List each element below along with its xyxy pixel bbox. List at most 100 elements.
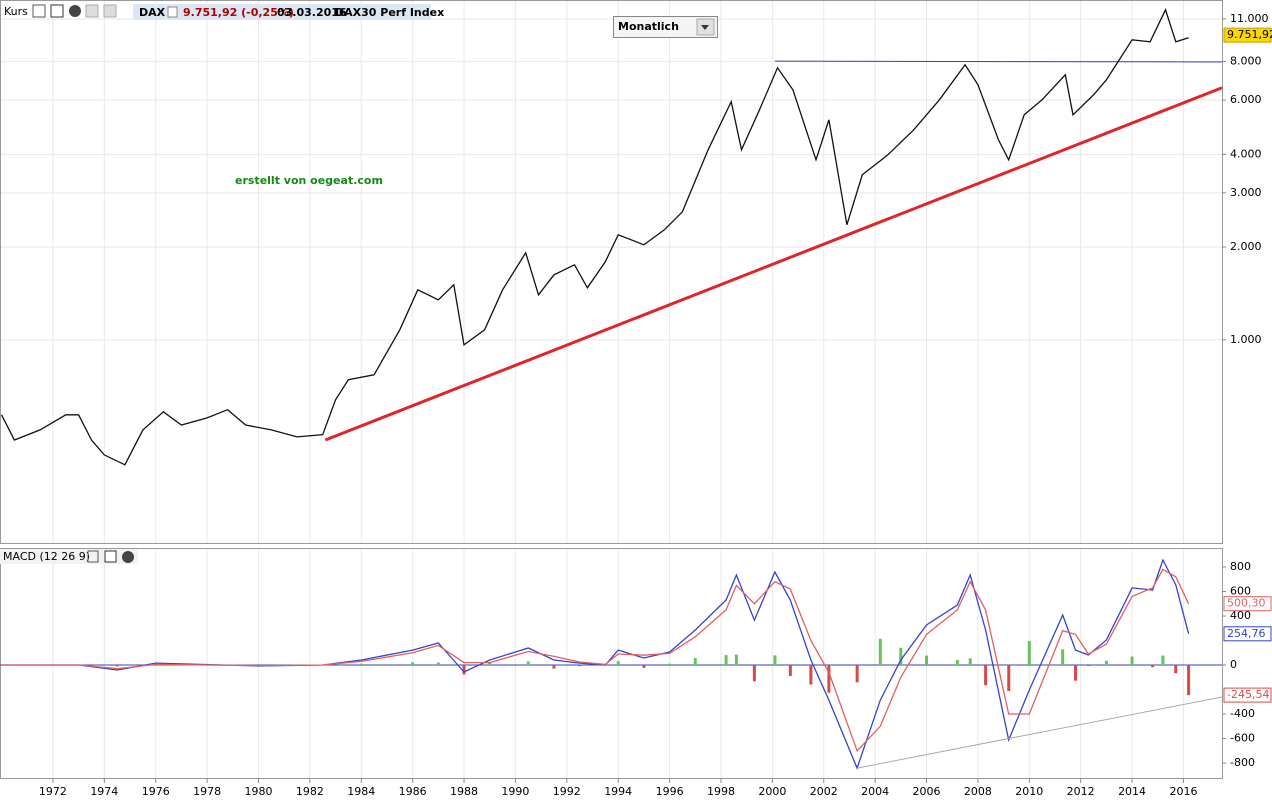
x-tick-label: 2000 [758, 785, 786, 798]
quote-box [133, 4, 431, 20]
x-tick-label: 1976 [142, 785, 170, 798]
x-tick-label: 1974 [90, 785, 118, 798]
x-tick-label: 1972 [39, 785, 67, 798]
x-tick-label: 2004 [861, 785, 889, 798]
x-tick-label: 1994 [604, 785, 632, 798]
histogram-bar [1161, 655, 1165, 666]
histogram-bar [668, 663, 672, 666]
y-tick-label: -600 [1230, 732, 1255, 745]
annotation: erstellt von oegeat.com [235, 174, 383, 187]
series-line [0, 8, 1189, 466]
histogram-bar [578, 665, 582, 667]
trend-line [857, 696, 1223, 769]
macd-toolbar: MACD (12 26 9) [0, 549, 138, 564]
histogram-bar [1027, 641, 1031, 666]
macd-panel-border [0, 548, 1223, 779]
histogram-bar [411, 662, 415, 666]
x-tick-label: 2014 [1118, 785, 1146, 798]
x-tick-label: 1990 [501, 785, 529, 798]
x-tick-label: 1978 [193, 785, 221, 798]
y-tick-label: 4.000 [1230, 147, 1262, 160]
index-name: DAX30 Perf Index [335, 6, 444, 19]
histogram-bar [1086, 665, 1090, 667]
x-tick-label: 1992 [553, 785, 581, 798]
series-line [1, 558, 1190, 770]
x-tick-label: 1984 [347, 785, 375, 798]
x-tick-label: 1982 [296, 785, 324, 798]
plot-layer [0, 8, 1223, 770]
histogram-bar [616, 661, 620, 666]
histogram-bar [1174, 665, 1178, 674]
histogram-bar [827, 665, 831, 693]
y-tick-label: -400 [1230, 707, 1255, 720]
value-marker-label: 9.751,92 [1227, 28, 1272, 41]
up-icon[interactable] [85, 4, 99, 18]
window-icon[interactable] [50, 4, 64, 18]
histogram-bar [788, 665, 792, 676]
date: 03.03.2016 [277, 6, 347, 19]
window-icon[interactable] [104, 550, 117, 563]
x-tick-label: 1988 [450, 785, 478, 798]
y-tick-label: 8.000 [1230, 55, 1262, 68]
value-marker-label: 500,30 [1227, 597, 1266, 610]
histogram-bar [1104, 660, 1108, 666]
y-tick-label: 11.000 [1230, 12, 1269, 25]
x-tick-label: 2002 [810, 785, 838, 798]
y-tick-label: 1.000 [1230, 333, 1262, 346]
value-marker-label: -245,54 [1227, 688, 1269, 701]
toolbar: Kurs DAX 9.751,92 (-0,25%) 03.03.2016 DA… [4, 4, 444, 20]
x-tick-label: 1998 [707, 785, 735, 798]
macd-title: MACD (12 26 9) [3, 550, 90, 563]
info-icon[interactable] [167, 6, 178, 18]
x-tick-label: 2006 [913, 785, 941, 798]
grid-layer [0, 0, 1222, 778]
close-icon[interactable] [69, 5, 81, 17]
histogram-bar [693, 658, 697, 666]
close-icon[interactable] [122, 551, 134, 563]
down-icon[interactable] [103, 4, 117, 18]
trend-line [774, 60, 1223, 63]
y-tick-label: -800 [1230, 756, 1255, 769]
histogram-bar [809, 665, 813, 685]
symbol: DAX [139, 6, 166, 19]
value-marker [1223, 596, 1272, 612]
x-tick-label: 1980 [244, 785, 272, 798]
x-tick-label: 2008 [964, 785, 992, 798]
x-tick-label: 2012 [1067, 785, 1095, 798]
histogram-bar [1074, 665, 1078, 681]
histogram-bar [552, 665, 556, 669]
panel-label: Kurs [4, 5, 28, 18]
histogram-bar [878, 638, 882, 666]
settings-icon[interactable] [32, 4, 46, 18]
histogram-bar [1061, 649, 1065, 666]
histogram-bar [724, 655, 728, 666]
x-tick-label: 1986 [399, 785, 427, 798]
histogram-bar [436, 662, 440, 666]
histogram-bar [899, 647, 903, 666]
value-marker [1223, 626, 1272, 642]
interval-dropdown[interactable]: Monatlich [613, 16, 718, 38]
y-tick-label: 800 [1230, 560, 1251, 573]
y-tick-label: 6.000 [1230, 93, 1262, 106]
x-tick-label: 2010 [1015, 785, 1043, 798]
y-tick-label: 0 [1230, 658, 1237, 671]
value-marker [1223, 687, 1272, 703]
interval[interactable]: Monatlich [618, 20, 679, 33]
value-marker-label: 254,76 [1227, 627, 1266, 640]
histogram-bar [359, 663, 363, 666]
histogram-bar [984, 665, 988, 686]
x-tick-label: 1996 [656, 785, 684, 798]
histogram-bar [526, 661, 530, 666]
y-tick-label: 600 [1230, 585, 1251, 598]
histogram-bar [1151, 665, 1155, 668]
histogram-bar [642, 665, 646, 668]
main-panel-border [0, 0, 1223, 544]
macd-header-bg [0, 549, 138, 564]
settings-icon[interactable] [87, 550, 99, 563]
histogram-bar [462, 665, 466, 675]
histogram-bar [752, 665, 756, 682]
y-tick-label: 400 [1230, 609, 1251, 622]
histogram-bar [1007, 665, 1011, 691]
